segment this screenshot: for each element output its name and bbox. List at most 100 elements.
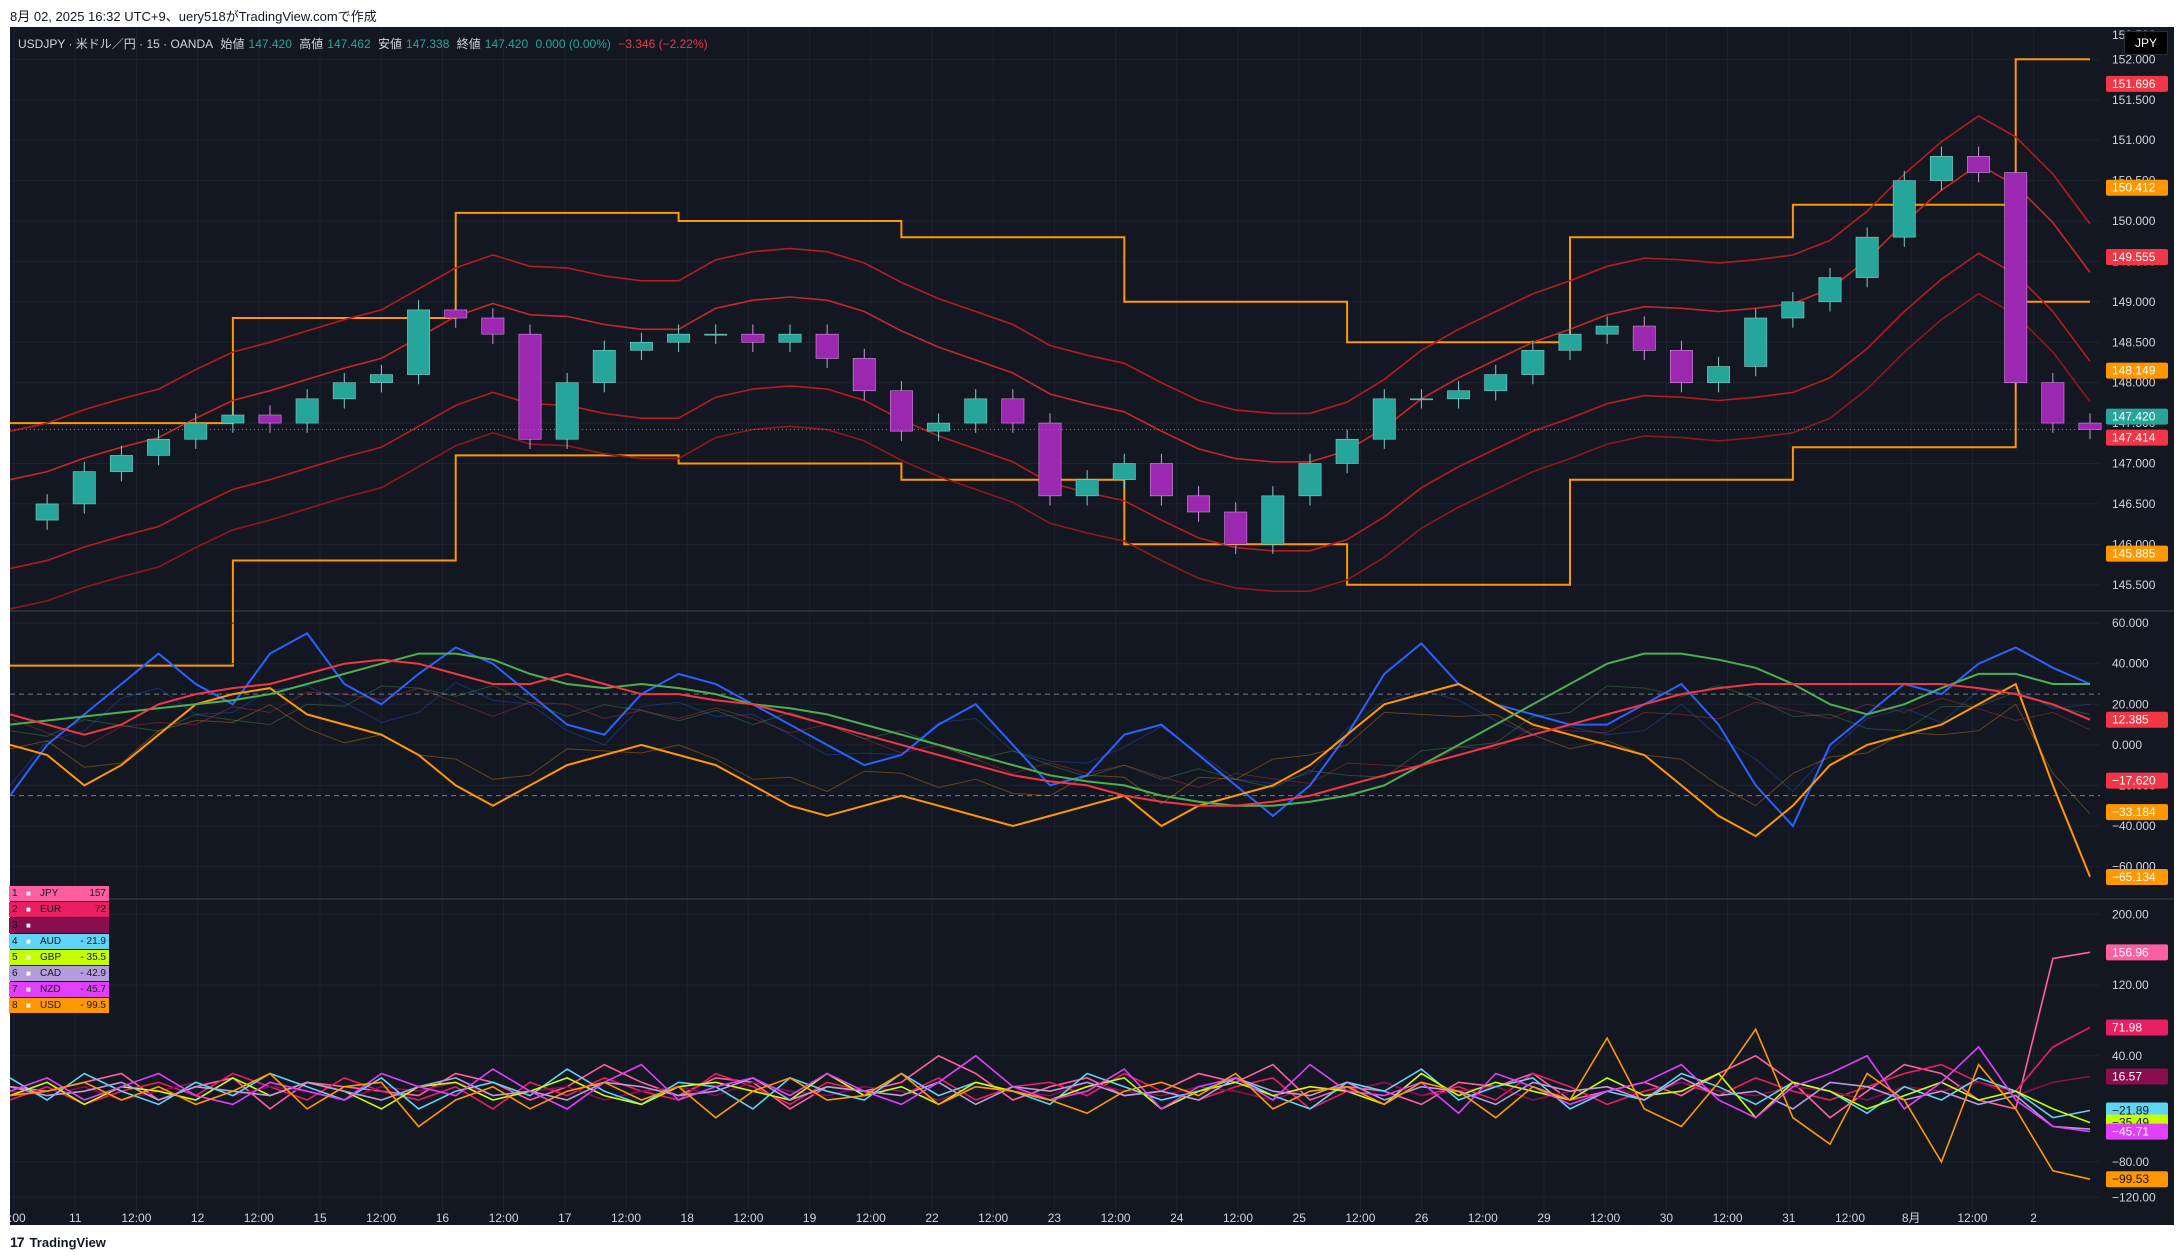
osc-tag: −17.620 xyxy=(2106,772,2168,789)
osc-tick-label: −40.000 xyxy=(2112,819,2156,833)
time-tick-label: 12 xyxy=(191,1211,205,1225)
osc-tag-text: 12.385 xyxy=(2112,713,2149,727)
osc-tick-label: 0.000 xyxy=(2112,738,2142,752)
candle-body xyxy=(667,333,691,343)
low-label: 安値 xyxy=(378,37,403,51)
flag-icon: ■ xyxy=(26,1001,31,1010)
osc-tag: −33.184 xyxy=(2106,804,2168,821)
change-value-2: −3.346 (−2.22%) xyxy=(618,37,708,51)
candle-body xyxy=(221,414,245,424)
candle-body xyxy=(815,333,839,359)
footer-brand-text: TradingView xyxy=(29,1234,106,1250)
time-tick-label: 24 xyxy=(1170,1211,1184,1225)
candle-body xyxy=(407,309,431,375)
candle-body xyxy=(1967,156,1991,173)
candle-body xyxy=(1335,438,1359,464)
osc-series-faint xyxy=(10,687,2091,789)
candle-body xyxy=(332,382,356,400)
candle-body xyxy=(1372,398,1396,440)
chart-area[interactable]: 0:001112:001212:001512:001612:001712:001… xyxy=(10,27,2174,1225)
candle-body xyxy=(1187,495,1211,513)
candle-body xyxy=(1447,390,1471,400)
candle-body xyxy=(1224,511,1248,545)
chart-canvas[interactable]: 0:001112:001212:001512:001612:001712:001… xyxy=(10,27,2174,1225)
strength-tag-bg xyxy=(2106,1171,2168,1188)
price-tick-label: 152.000 xyxy=(2112,52,2156,66)
candle-body xyxy=(444,309,468,319)
rank-cell: 7 xyxy=(12,984,18,995)
orange-upper-channel xyxy=(10,58,2090,425)
time-tick-label: 26 xyxy=(1415,1211,1429,1225)
strength-series-line xyxy=(10,1045,2091,1133)
candle-body xyxy=(295,398,319,424)
candle-body xyxy=(964,398,988,424)
flag-icon: ■ xyxy=(26,985,31,994)
osc-series-line xyxy=(10,658,2091,807)
open-label: 始値 xyxy=(220,37,245,51)
strength-tag-text: −45.71 xyxy=(2112,1125,2149,1139)
candle-body xyxy=(1707,366,1731,383)
strength-tick-label: 120.00 xyxy=(2112,978,2149,992)
candle-body xyxy=(72,471,96,505)
candle-body xyxy=(481,317,505,335)
time-tick-label: 19 xyxy=(803,1211,817,1225)
strength-table-row: 8 ■ USD - 99.5 xyxy=(9,998,109,1013)
currency-cell: EUR xyxy=(40,904,62,915)
symbol-name[interactable]: USDJPY · 米ドル／円 · 15 · OANDA xyxy=(18,37,214,51)
strength-tag-text: 156.96 xyxy=(2112,945,2149,959)
strength-table: 1 ■ JPY 157 2 ■ EUR 72 3 ■ 4 ■ AUD - 21.9 5 ■ GBP - 35.5 6… xyxy=(9,886,109,1014)
time-tick-label: 22 xyxy=(925,1211,939,1225)
time-tick-label: 12:00 xyxy=(489,1211,519,1225)
candle-body xyxy=(1075,479,1099,497)
symbol-legend: USDJPY · 米ドル／円 · 15 · OANDA 始値 147.420 高値… xyxy=(18,35,712,52)
currency-button[interactable]: JPY xyxy=(2123,31,2168,55)
time-tick-label: 12:00 xyxy=(733,1211,763,1225)
orange-lower-channel xyxy=(10,300,2090,667)
candle-body xyxy=(1595,325,1619,335)
strength-tag-bg xyxy=(2106,1068,2168,1085)
flag-icon: ■ xyxy=(26,889,31,898)
price-tick-label: 148.500 xyxy=(2112,335,2156,349)
time-tick-label: 17 xyxy=(558,1211,572,1225)
osc-tag-text: −33.184 xyxy=(2112,805,2156,819)
red-upper-band xyxy=(10,114,2091,432)
candle-body xyxy=(1521,350,1545,375)
time-tick-label: 12:00 xyxy=(611,1211,641,1225)
candle-body xyxy=(629,341,653,351)
time-tick-label: 15 xyxy=(313,1211,327,1225)
strength-tag-text: 16.57 xyxy=(2112,1070,2142,1084)
time-tick-label: 12:00 xyxy=(1345,1211,1375,1225)
osc-tick-label: 20.000 xyxy=(2112,697,2149,711)
osc-tick-label: 40.000 xyxy=(2112,657,2149,671)
candle-body xyxy=(369,374,393,383)
strength-tag-bg xyxy=(2106,944,2168,961)
strength-series-line xyxy=(10,1027,2091,1180)
candle-body xyxy=(1929,156,1953,181)
candle-body xyxy=(35,503,59,521)
strength-table-row: 3 ■ xyxy=(9,918,109,933)
price-tag-bg xyxy=(2106,408,2168,425)
open-value: 147.420 xyxy=(248,37,292,51)
candle-body xyxy=(258,414,282,424)
rank-cell: 1 xyxy=(12,888,18,899)
red-mid-band xyxy=(10,163,2091,481)
osc-series-line xyxy=(10,682,2091,878)
time-tick-label: 12:00 xyxy=(1590,1211,1620,1225)
value-cell: - 45.7 xyxy=(80,984,106,995)
candle-body xyxy=(1744,317,1768,367)
price-tag-text: 149.555 xyxy=(2112,250,2156,264)
price-tag-bg xyxy=(2106,75,2168,92)
time-tick-label: 12:00 xyxy=(1468,1211,1498,1225)
time-tick-label: 12:00 xyxy=(121,1211,151,1225)
strength-series-line xyxy=(10,1068,2091,1119)
candle-body xyxy=(1409,398,1433,401)
strength-series-line xyxy=(10,951,2091,1119)
strength-tag: 16.57 xyxy=(2106,1068,2168,1085)
price-tag: 147.420 xyxy=(2106,408,2168,425)
osc-series-faint xyxy=(10,681,2091,793)
footer-brand[interactable]: 17 TradingView xyxy=(10,1234,106,1250)
candle-body xyxy=(927,422,951,432)
candle-body xyxy=(592,350,616,383)
high-label: 高値 xyxy=(299,37,324,51)
strength-table-row: 6 ■ CAD - 42.9 xyxy=(9,966,109,981)
